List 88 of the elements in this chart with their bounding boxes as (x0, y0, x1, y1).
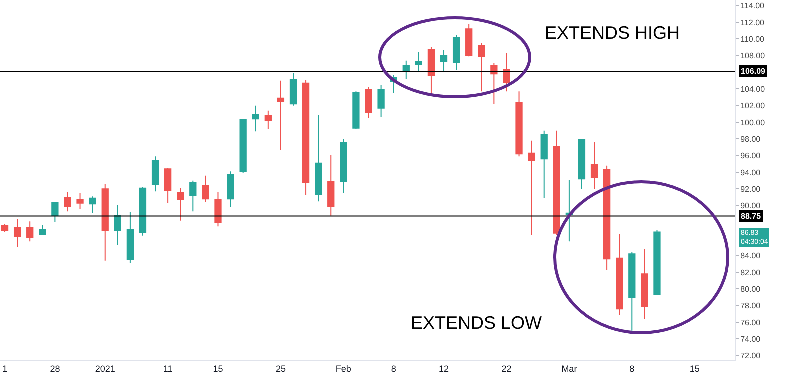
candlestick (227, 171, 234, 208)
candlestick (616, 234, 624, 316)
candlestick (553, 130, 560, 236)
candlestick (202, 175, 210, 203)
candlestick (503, 52, 510, 92)
y-tick-label: 74.00 (740, 334, 762, 344)
annotation: EXTENDS HIGH (545, 23, 680, 43)
y-tick-label: 82.00 (740, 268, 762, 278)
candlestick (114, 204, 122, 246)
annotation: EXTENDS LOW (411, 313, 542, 333)
candlestick (466, 24, 473, 58)
candlestick (540, 130, 548, 199)
x-tick-label: 11 (163, 364, 173, 374)
x-tick-label: 28 (50, 364, 60, 374)
y-tick-label: 80.00 (740, 284, 762, 294)
candlestick (89, 196, 96, 214)
y-tick-label: 96.00 (740, 152, 762, 161)
y-tick-label: 72.00 (740, 352, 762, 361)
y-tick-label: 76.00 (740, 318, 762, 328)
candlestick (328, 154, 335, 216)
candlestick (478, 42, 486, 92)
y-tick-label: 90.00 (740, 202, 762, 211)
candlestick (214, 192, 222, 228)
y-tick-label: 102.00 (740, 102, 766, 111)
candlestick (277, 80, 285, 150)
candlestick (126, 212, 134, 264)
candlestick (164, 168, 172, 204)
x-tick-label: 2021 (95, 364, 116, 374)
candlestick (39, 224, 46, 236)
candlestick (240, 118, 247, 174)
candlestick (76, 192, 84, 210)
candlestick (603, 165, 611, 270)
y-tick-label: 98.00 (740, 134, 762, 144)
candlestick (252, 105, 260, 132)
candlestick (566, 180, 574, 242)
candlestick (52, 202, 59, 223)
y-tick-label: 84.00 (740, 252, 762, 261)
candlestick (152, 156, 160, 192)
y-tick-label: 112.00 (740, 18, 766, 28)
y-tick-label: 114.00 (740, 2, 766, 11)
candlestick (1, 224, 9, 233)
candlestick (641, 248, 648, 320)
candlestick (402, 60, 410, 80)
candlestick (14, 218, 22, 248)
candlestick (628, 252, 636, 332)
candlestick (578, 140, 586, 190)
x-tick-label: 22 (502, 364, 512, 374)
candlestick (590, 142, 598, 190)
x-tick-label: 12 (439, 364, 450, 374)
candlestick (516, 91, 523, 158)
candlestick (290, 72, 298, 106)
candlestick (302, 80, 310, 196)
x-tick-label: 15 (213, 364, 224, 374)
candlestick (428, 47, 436, 95)
candlestick (315, 114, 322, 202)
candlestick (139, 187, 147, 236)
x-tick-label: 25 (276, 364, 286, 374)
x-tick-label: Mar (562, 364, 578, 374)
candlestick (654, 230, 661, 296)
candlestick (64, 192, 72, 212)
candlestick (528, 140, 536, 236)
candlestick (177, 188, 184, 222)
candlestick (264, 110, 272, 130)
y-tick-label: 78.00 (740, 302, 762, 311)
candlestick (490, 62, 498, 105)
y-tick-label: 110.00 (740, 34, 766, 44)
y-tick-label: 108.00 (740, 52, 766, 61)
y-tick-label: 104.00 (740, 84, 766, 94)
x-tick-label: Feb (336, 364, 352, 374)
ref-line-label: 106.09 (741, 67, 766, 76)
candlestick (378, 84, 385, 118)
candlestick (452, 34, 460, 70)
x-tick-label: 1 (2, 364, 8, 374)
candlestick (190, 180, 197, 212)
x-tick-label: 8 (630, 364, 635, 374)
candlestick (102, 184, 109, 262)
x-tick-label: 8 (391, 364, 396, 374)
candlestick (365, 87, 372, 119)
y-tick-label: 100.00 (740, 118, 766, 128)
x-tick-label: 15 (690, 364, 700, 374)
candlestick (26, 221, 34, 242)
y-tick-label: 92.00 (740, 184, 762, 194)
candlestick (352, 91, 360, 130)
ref-line-label: 88.75 (741, 212, 762, 221)
candlestick (415, 52, 422, 72)
candlestick (340, 138, 348, 194)
candlestick (440, 50, 448, 73)
y-tick-label: 94.00 (740, 168, 762, 178)
